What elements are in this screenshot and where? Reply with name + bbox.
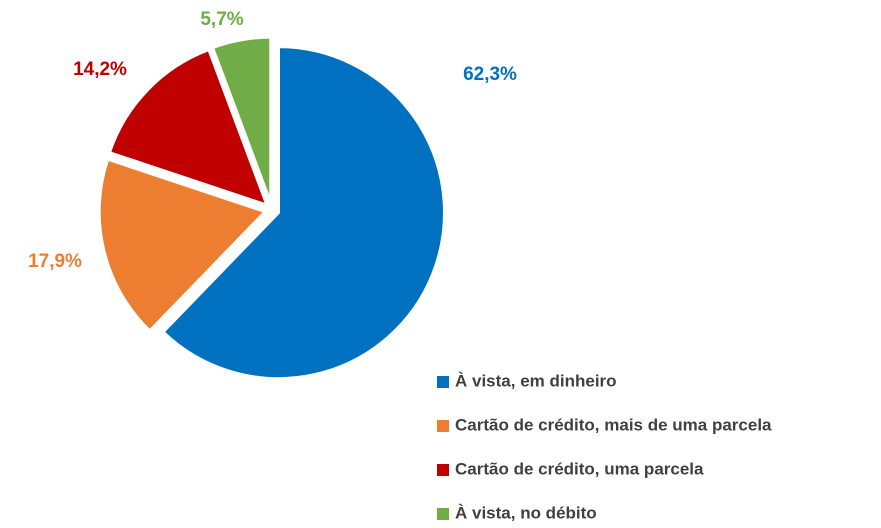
legend-swatch xyxy=(437,464,449,476)
legend-label: Cartão de crédito, mais de uma parcela xyxy=(455,415,772,434)
data-label: 62,3% xyxy=(463,64,517,85)
pie-slice xyxy=(107,47,270,208)
data-label: 17,9% xyxy=(28,251,82,272)
pie-slice xyxy=(210,35,273,204)
legend-label: À vista, em dinheiro xyxy=(455,371,617,390)
legend-swatch xyxy=(437,508,449,520)
legend-label: Cartão de crédito, uma parcela xyxy=(455,459,704,478)
legend-swatch xyxy=(437,420,449,432)
legend-label: À vista, no débito xyxy=(455,503,597,522)
data-label: 5,7% xyxy=(200,9,243,30)
data-label: 14,2% xyxy=(73,59,127,80)
pie-slice xyxy=(97,157,268,334)
pie-slice xyxy=(160,45,446,381)
legend-swatch xyxy=(437,376,449,388)
